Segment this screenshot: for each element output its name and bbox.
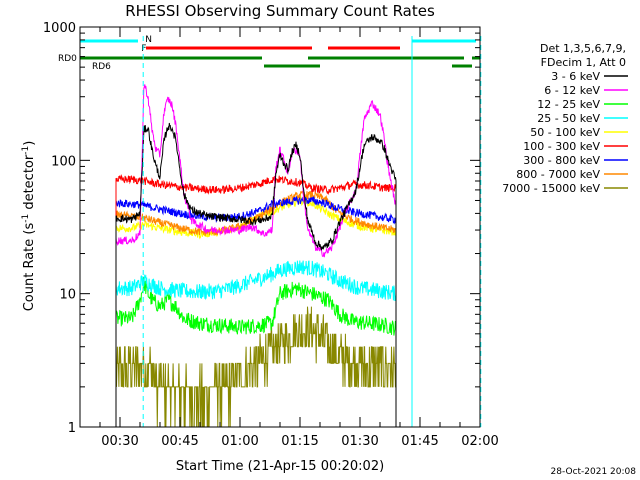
x-axis: 00:30 00:45 01:00 01:15 01:30 01:45 02:00 [79,27,499,449]
status-label-rd6: RD6 [92,62,111,72]
status-label-rd0: RD0 [58,54,77,64]
x-tick-label: 02:00 [461,434,498,449]
x-tick-label: 01:30 [341,434,378,449]
series-line [115,174,397,427]
legend-label: 25 - 50 keV [537,112,600,125]
series-line [115,195,397,427]
status-bars: RD0 RD6 FN [58,35,480,72]
chart-title: RHESSI Observing Summary Count Rates [125,2,435,20]
x-axis-label: Start Time (21-Apr-15 00:20:02) [176,459,384,474]
x-tick-label: 00:30 [101,434,138,449]
legend-label: 7000 - 15000 keV [502,182,600,195]
legend-label: 12 - 25 keV [537,98,600,111]
y-tick-label: 1 [68,421,76,436]
footer-timestamp: 28-Oct-2021 20:08 [551,467,637,477]
x-tick-label: 01:15 [281,434,318,449]
y-axis: 1 10 100 1000 [43,21,480,436]
legend: Det 1,3,5,6,7,9,FDecim 1, Att 03 - 6 keV… [502,42,628,195]
legend-header: Det 1,3,5,6,7,9, [540,42,626,55]
series-line [115,190,397,427]
legend-label: 800 - 7000 keV [516,168,600,181]
series-line [115,276,397,427]
legend-label: 3 - 6 keV [551,70,600,83]
series-line [115,84,397,427]
legend-header: FDecim 1, Att 0 [541,56,626,69]
status-label-night: N [145,35,152,45]
y-tick-label: 100 [51,154,76,169]
series-line [115,260,397,427]
legend-label: 50 - 100 keV [530,126,600,139]
y-axis-label: Count Rate (s-1 detector-1) [21,141,37,312]
series-layer [115,84,397,428]
x-tick-label: 01:45 [401,434,438,449]
y-tick-label: 10 [59,288,76,303]
legend-label: 300 - 800 keV [523,154,600,167]
legend-label: 100 - 300 keV [523,140,600,153]
series-line [115,306,397,428]
y-tick-label: 1000 [43,21,76,36]
status-label-flare: F [141,44,146,54]
series-line [115,122,397,427]
legend-label: 6 - 12 keV [544,84,600,97]
x-tick-label: 00:45 [161,434,198,449]
x-tick-label: 01:00 [221,434,258,449]
